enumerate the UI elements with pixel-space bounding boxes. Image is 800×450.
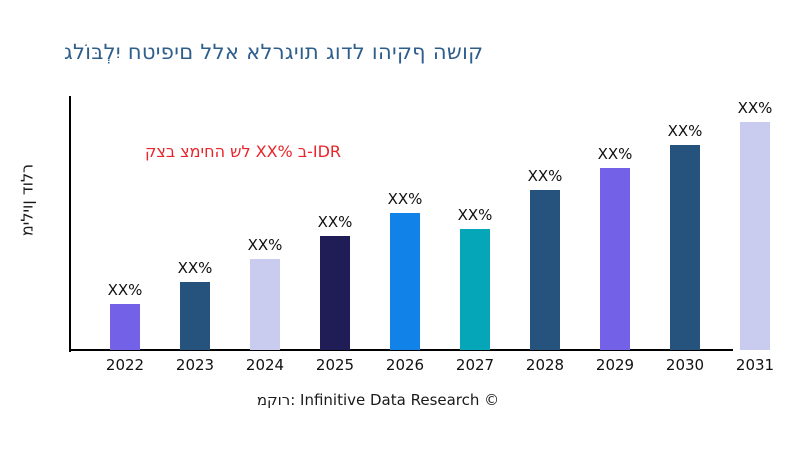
bar-value-label-2027: XX% — [457, 206, 493, 224]
bar-2027 — [460, 229, 490, 350]
y-axis-line — [69, 96, 71, 352]
bar-2026 — [390, 213, 420, 350]
bar-value-label-2030: XX% — [667, 122, 703, 140]
x-tick-2028: 2028 — [525, 356, 565, 374]
x-tick-2027: 2027 — [455, 356, 495, 374]
bar-value-label-2029: XX% — [597, 145, 633, 163]
bar-2022 — [110, 304, 140, 350]
bar-value-label-2024: XX% — [247, 236, 283, 254]
bar-value-label-2026: XX% — [387, 190, 423, 208]
x-tick-2029: 2029 — [595, 356, 635, 374]
bar-2030 — [670, 145, 700, 350]
bar-value-label-2031: XX% — [737, 99, 773, 117]
bar-2025 — [320, 236, 350, 350]
x-tick-2022: 2022 — [105, 356, 145, 374]
bar-value-label-2023: XX% — [177, 259, 213, 277]
bar-2023 — [180, 282, 210, 350]
x-tick-2025: 2025 — [315, 356, 355, 374]
bar-2028 — [530, 190, 560, 350]
bar-2024 — [250, 259, 280, 350]
bar-2029 — [600, 168, 630, 350]
bar-2031 — [740, 122, 770, 350]
x-tick-2030: 2030 — [665, 356, 705, 374]
chart-title: גלוֹבּלְיִ חטיפים ללא אלרגיות גודל והיקף… — [64, 40, 484, 64]
x-tick-2031: 2031 — [735, 356, 775, 374]
x-tick-2023: 2023 — [175, 356, 215, 374]
y-axis-label: מיליון דולר — [17, 163, 37, 237]
bar-value-label-2025: XX% — [317, 213, 353, 231]
x-axis-line — [69, 349, 733, 351]
growth-rate-annotation: קצב צמיחה של XX% ב-IDR — [145, 142, 342, 161]
source-caption: מקור: Infinitive Data Research © — [256, 391, 500, 409]
x-tick-2026: 2026 — [385, 356, 425, 374]
bar-value-label-2022: XX% — [107, 281, 143, 299]
bar-value-label-2028: XX% — [527, 167, 563, 185]
x-tick-2024: 2024 — [245, 356, 285, 374]
